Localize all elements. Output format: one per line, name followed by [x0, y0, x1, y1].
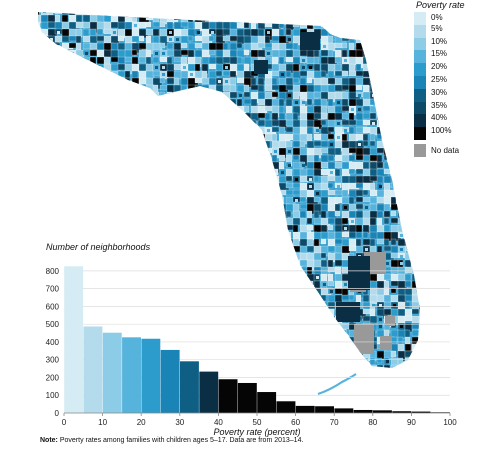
histogram-bar — [218, 379, 238, 413]
histogram-bar — [180, 361, 199, 413]
chart-title: Number of neighborhoods — [46, 242, 151, 252]
y-tick-label: 0 — [55, 409, 60, 418]
legend-swatch — [414, 63, 426, 77]
y-tick-label: 800 — [46, 267, 60, 276]
x-tick-label: 100 — [443, 418, 457, 427]
x-tick-label: 60 — [291, 418, 300, 427]
note-label: Note: — [40, 437, 58, 444]
legend-swatch — [414, 12, 426, 25]
histogram-bar — [353, 409, 373, 413]
y-tick-label: 200 — [46, 373, 60, 382]
legend-label: 30% — [431, 87, 448, 97]
histogram-bar — [257, 392, 277, 413]
x-tick-label: 70 — [330, 418, 339, 427]
histogram-chart: 0 100 200 300 400 500 600 700 800 0 10 20 30 40 50 60 70… — [46, 266, 457, 437]
y-tick-label: 100 — [46, 391, 60, 400]
y-tick-label: 500 — [46, 320, 60, 329]
x-tick-label: 40 — [214, 418, 223, 427]
legend-swatch — [414, 127, 426, 141]
x-tick-label: 10 — [98, 418, 107, 427]
legend-swatch-no-data — [414, 144, 426, 157]
footnote: Note: Poverty rates among families with … — [40, 437, 303, 444]
histogram-bar — [141, 338, 161, 413]
y-tick-label: 300 — [46, 356, 60, 365]
histogram-bar — [295, 405, 315, 413]
y-tick-label: 700 — [46, 285, 60, 294]
histogram-bar — [160, 349, 180, 413]
histogram-bar — [122, 337, 141, 413]
x-tick-label: 0 — [62, 418, 67, 427]
x-tick-label: 80 — [368, 418, 377, 427]
note-text: Poverty rates among families with childr… — [57, 437, 304, 444]
legend-label: 40% — [431, 113, 448, 123]
histogram-bar — [276, 401, 296, 413]
legend-swatch — [414, 101, 426, 115]
legend-label: 0% — [431, 13, 443, 22]
map-legend: Poverty rate 0% 5% 10% 15% 20% 25% 30% 35% 40% 10… — [410, 0, 480, 170]
histogram-bar — [237, 382, 257, 413]
x-tick-label: 20 — [137, 418, 146, 427]
y-tick-label: 400 — [46, 338, 60, 347]
x-tick-label: 50 — [253, 418, 262, 427]
legend-label-no-data: No data — [431, 146, 460, 155]
legend-label: 35% — [431, 100, 448, 110]
legend-label: 20% — [431, 62, 448, 72]
legend-label: 25% — [431, 75, 448, 84]
legend-swatch — [414, 114, 426, 128]
histogram-bar — [199, 371, 219, 413]
y-tick-label: 600 — [46, 302, 60, 311]
legend-label: 10% — [431, 36, 448, 46]
florida-keys — [317, 373, 357, 396]
histogram-bar — [373, 410, 392, 413]
x-tick-label: 90 — [407, 418, 416, 427]
histogram-bar — [334, 408, 354, 413]
legend-label: 5% — [431, 23, 443, 33]
histogram-bar — [64, 266, 84, 413]
histogram-bar — [315, 406, 334, 413]
legend-swatch — [414, 50, 426, 64]
legend-swatch — [414, 24, 426, 38]
legend-swatch — [414, 88, 426, 102]
legend-label: 15% — [431, 49, 448, 59]
histogram-bar — [392, 411, 412, 413]
histogram-bar — [102, 332, 122, 413]
x-axis-label: Poverty rate (percent) — [213, 427, 300, 437]
legend-title: Poverty rate — [416, 0, 465, 10]
histogram-bar — [83, 326, 103, 413]
legend-swatch — [414, 37, 426, 51]
legend-label: 100% — [431, 126, 452, 136]
x-tick-label: 30 — [175, 418, 184, 427]
legend-swatch — [414, 76, 426, 89]
histogram-bar — [411, 411, 431, 413]
